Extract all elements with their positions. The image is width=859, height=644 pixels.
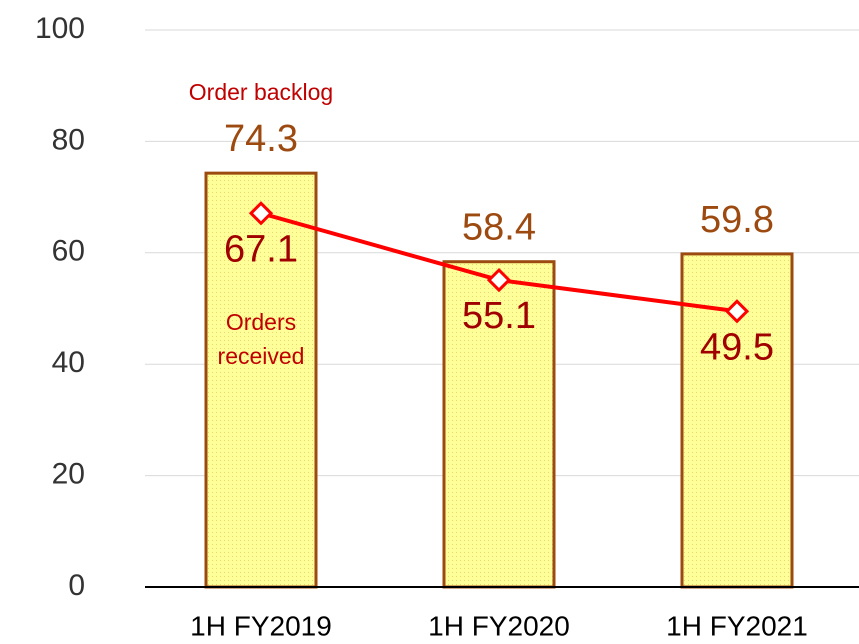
bar-value-label: 74.3	[224, 118, 298, 160]
line-marker	[248, 201, 274, 226]
line-marker	[486, 267, 512, 293]
y-tick-label: 80	[52, 123, 85, 156]
x-tick-label: 1H FY2019	[190, 610, 332, 641]
annotation-text: Orders received	[217, 309, 305, 369]
y-tick-label: 0	[68, 569, 85, 602]
y-tick-label: 100	[35, 12, 85, 45]
bar-value-label: 58.4	[462, 207, 536, 249]
line-value-label: 49.5	[700, 326, 774, 368]
annotation-text: Order backlog	[188, 79, 334, 105]
annotation: Orders received	[217, 309, 305, 369]
y-tick-label: 20	[52, 458, 85, 491]
x-tick-label: 1H FY2020	[428, 610, 570, 641]
x-tick-label: 1H FY2021	[666, 610, 808, 641]
line-value-label: 55.1	[462, 295, 536, 337]
line-value-label: 67.1	[224, 228, 298, 270]
y-tick-label: 40	[52, 346, 85, 379]
bar-value-label: 59.8	[700, 199, 774, 241]
line-marker	[724, 299, 750, 324]
bar	[442, 260, 556, 589]
annotation: Order backlog	[188, 79, 334, 105]
y-tick-label: 60	[52, 235, 85, 268]
